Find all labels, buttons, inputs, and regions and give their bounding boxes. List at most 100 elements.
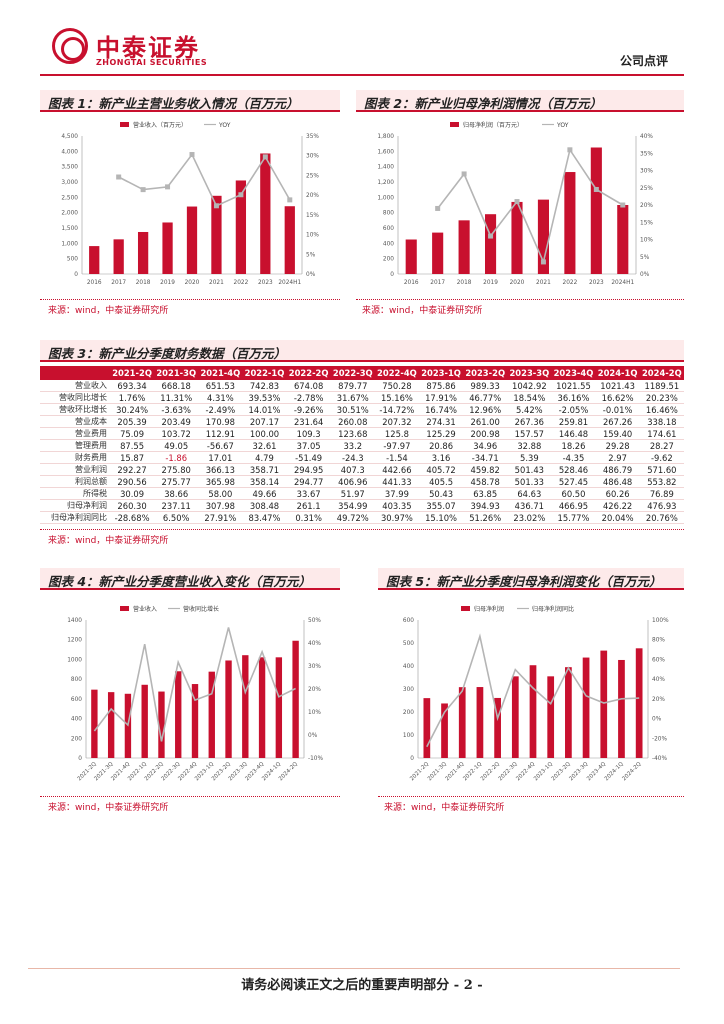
table-cell: 33.67: [286, 487, 331, 501]
table-cell: 0.31%: [286, 511, 331, 525]
table-cell: 30.09: [110, 487, 155, 501]
x-tick-label: 2024-2Q: [278, 761, 300, 783]
bar: [235, 180, 247, 274]
table-cell: 157.57: [507, 427, 552, 441]
bar: [564, 172, 576, 274]
y-tick-label-left: 500: [67, 257, 78, 263]
legend-line-label: YOY: [556, 122, 569, 129]
x-tick-label: 2019: [483, 280, 498, 286]
table-cell: 231.64: [286, 415, 331, 429]
y-tick-label-left: 1,500: [61, 226, 78, 232]
y-tick-label-right: 5%: [640, 255, 650, 261]
table-row-label: 管理费用: [40, 439, 110, 453]
logo-text-en: ZHONGTAI SECURITIES: [96, 58, 208, 67]
table-cell: 260.08: [330, 415, 375, 429]
table-cell: 31.67%: [330, 391, 375, 405]
table-cell: 1021.55: [551, 380, 596, 393]
bar: [547, 676, 555, 758]
table-row-label: 营业利润: [40, 463, 110, 477]
x-tick-label: 2024H1: [278, 280, 301, 286]
table-cell: 426.22: [595, 499, 640, 513]
y-tick-label-left: 4,000: [61, 149, 78, 155]
bar: [260, 153, 271, 274]
table-cell: 274.31: [418, 415, 464, 429]
table-cell: 63.85: [463, 487, 508, 501]
table-cell: 207.32: [374, 415, 419, 429]
bar: [158, 691, 165, 758]
table-cell: 294.95: [286, 463, 331, 477]
table-cell: 267.26: [595, 415, 640, 429]
table-row-label: 营收环比增长: [40, 403, 110, 417]
y-tick-label-right: 5%: [306, 252, 316, 258]
table-cell: 292.27: [110, 463, 155, 477]
y-tick-label-left: 2,500: [61, 195, 78, 201]
fig3-source: 来源：wind，中泰证券研究所: [48, 536, 169, 546]
table-cell: 358.14: [242, 475, 287, 489]
table-cell: 60.50: [551, 487, 596, 501]
y-tick-label-right: 20%: [640, 203, 653, 209]
x-tick-label: 2024H1: [611, 280, 634, 286]
table-cell: 693.34: [110, 380, 155, 393]
fig5-title: 图表 5：新产业分季度归母净利润变化（百万元）: [378, 568, 684, 590]
y-tick-label-right: 50%: [308, 618, 321, 624]
table-cell: 112.91: [198, 427, 243, 441]
bar: [208, 671, 215, 758]
table-cell: -9.62: [639, 451, 684, 465]
table-cell: 1189.51: [639, 380, 684, 393]
table-row: 管理费用 87.55 49.05 -56.67 32.61 37.05 33.2 -97.97…: [40, 439, 684, 453]
bar: [405, 239, 417, 274]
bar: [137, 231, 149, 274]
yoy-point: [116, 174, 122, 180]
table-cell: 2.97: [595, 451, 640, 465]
table-cell: 49.66: [242, 487, 287, 501]
table-cell: 442.66: [374, 463, 419, 477]
x-tick-label: 2016: [87, 280, 102, 286]
table-cell: 436.71: [507, 499, 552, 513]
y-tick-label-left: 0: [78, 756, 82, 762]
table-cell: 476.93: [639, 499, 684, 513]
table-cell: 100.00: [242, 427, 287, 441]
y-tick-label-right: 15%: [640, 220, 653, 226]
y-tick-label-right: 25%: [306, 173, 319, 179]
table-cell: -3.63%: [154, 403, 199, 417]
table-cell: 875.86: [418, 380, 464, 393]
bar: [458, 687, 466, 758]
table-cell: 750.28: [374, 380, 419, 393]
y-tick-label-left: 4,500: [61, 134, 78, 140]
table-cell: 3.16: [418, 451, 464, 465]
table-row: 营业收入 693.34 668.18 651.53 742.83 674.08 879.77…: [40, 380, 684, 393]
table-cell: 38.66: [154, 487, 199, 501]
table-cell: 123.68: [330, 427, 375, 441]
y-tick-label-right: 10%: [308, 710, 321, 716]
table-cell: 354.99: [330, 499, 375, 513]
table-cell: 18.54%: [507, 391, 552, 405]
table-cell: 294.77: [286, 475, 331, 489]
y-tick-label-left: 1,800: [377, 134, 394, 140]
bar: [91, 689, 98, 758]
fig3-title: 图表 3：新产业分季度财务数据（百万元）: [40, 340, 684, 362]
table-row: 归母净利润 260.30 237.11 307.98 308.48 261.1 354.99…: [40, 499, 684, 513]
table-cell: 37.05: [286, 439, 331, 453]
table-cell: 4.31%: [198, 391, 243, 405]
table-cell: 366.13: [198, 463, 243, 477]
y-tick-label-left: 3,000: [61, 180, 78, 186]
table-cell: 29.28: [595, 439, 640, 453]
bar: [432, 232, 444, 274]
bar: [242, 655, 249, 758]
table-cell: 23.02%: [507, 511, 552, 525]
legend-bar-swatch: [120, 606, 129, 611]
table-cell: 15.77%: [551, 511, 596, 525]
table-cell: 1042.92: [507, 380, 552, 393]
y-tick-label-left: 1200: [67, 638, 82, 644]
table-cell: -51.49: [286, 451, 331, 465]
y-tick-label-right: 30%: [308, 664, 321, 670]
y-tick-label-left: 1400: [67, 618, 82, 624]
fig3-divider: [40, 529, 684, 530]
fig4-divider: [40, 796, 340, 797]
table-cell: 290.56: [110, 475, 155, 489]
table-cell: 407.3: [330, 463, 375, 477]
bar: [511, 201, 523, 274]
y-tick-label-left: 600: [383, 226, 394, 232]
table-cell: 109.3: [286, 427, 331, 441]
y-tick-label-left: 200: [403, 710, 414, 716]
